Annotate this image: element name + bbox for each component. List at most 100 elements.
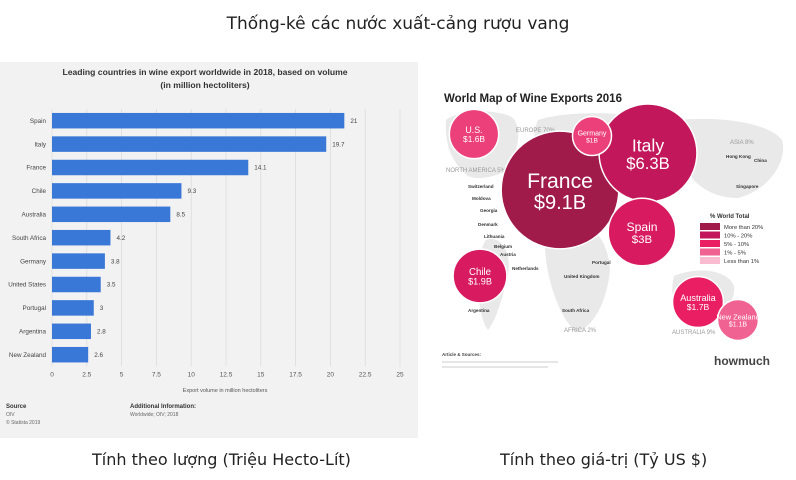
caption-right: Tính theo giá-trị (Tỷ US $) xyxy=(500,450,708,469)
bar-chart: Leading countries in wine export worldwi… xyxy=(6,67,404,426)
sources-label: Article & Sources: xyxy=(442,352,482,357)
category-label: Italy xyxy=(34,141,46,148)
country-label: Singapore xyxy=(736,184,759,189)
value-label: 4.2 xyxy=(116,235,125,242)
bar-chart-title: Leading countries in wine export worldwi… xyxy=(62,67,347,77)
legend-label: 1% - 5% xyxy=(724,251,746,257)
category-label: Spain xyxy=(30,118,47,125)
bar xyxy=(52,112,345,129)
legend-swatch xyxy=(700,257,720,264)
category-label: Chile xyxy=(32,188,47,195)
bubble-map: World Map of Wine Exports 2016 EUROPE 70… xyxy=(442,93,784,368)
country-label: Switzerland xyxy=(468,184,494,189)
bubble-u-s xyxy=(448,108,500,160)
region-label: EUROPE 70% xyxy=(516,128,556,134)
country-label: Lithuania xyxy=(484,234,505,239)
country-label: Moldova xyxy=(472,196,491,201)
x-tick-label: 7.5 xyxy=(152,371,161,378)
country-label: Austria xyxy=(500,252,516,257)
bubble-value-label: $6.3B xyxy=(626,154,669,173)
bar xyxy=(52,276,101,293)
x-axis-label: Export volume in million hectoliters xyxy=(183,388,268,394)
country-label: Netherlands xyxy=(512,266,539,271)
source-label: Source xyxy=(6,404,27,410)
category-label: Portugal xyxy=(23,305,46,312)
x-tick-label: 20 xyxy=(327,371,335,378)
x-tick-label: 25 xyxy=(396,371,404,378)
bubble-new-zealand xyxy=(716,298,760,342)
country-label: United Kingdom xyxy=(564,274,599,279)
value-label: 3 xyxy=(100,305,104,312)
x-tick-label: 2.5 xyxy=(82,371,91,378)
category-label: New Zealand xyxy=(9,352,47,359)
bubble-value-label: $3B xyxy=(632,234,653,246)
category-label: France xyxy=(26,165,46,172)
bubble-country-label: New Zealand xyxy=(716,312,759,321)
legend-label: Less than 1% xyxy=(724,259,759,265)
bubble-value-label: $1.6B xyxy=(463,134,485,144)
page-title: Thống-kê các nước xuất-cảng rượu vang xyxy=(226,14,570,34)
value-label: 2.6 xyxy=(94,352,103,359)
bar xyxy=(52,253,105,269)
legend-label: More than 20% xyxy=(724,225,763,231)
region-label: AFRICA 2% xyxy=(564,328,597,334)
legend-label: 5% - 10% xyxy=(724,242,749,248)
category-label: Australia xyxy=(22,212,47,219)
value-label: 3.8 xyxy=(111,258,120,265)
value-label: 2.8 xyxy=(97,329,106,336)
bubble-country-label: Australia xyxy=(680,293,716,303)
map-title: World Map of Wine Exports 2016 xyxy=(444,93,622,105)
x-tick-label: 22.5 xyxy=(359,371,372,378)
bar-chart-title-line-2: (in million hectoliters) xyxy=(160,80,249,90)
x-tick-label: 5 xyxy=(120,371,124,378)
x-tick-label: 15 xyxy=(257,371,265,378)
legend-title: % World Total xyxy=(710,214,750,220)
bubble-country-label: Chile xyxy=(469,267,491,278)
bar xyxy=(52,206,171,223)
bar xyxy=(52,323,91,340)
source-line: © Statista 2019 xyxy=(6,419,40,426)
bubble-value-label: $1.9B xyxy=(468,277,492,287)
bubble-chile xyxy=(452,248,508,304)
bubble-map-panel: World Map of Wine Exports 2016 EUROPE 70… xyxy=(438,80,796,380)
bubble-australia xyxy=(671,275,725,329)
category-label: South Africa xyxy=(12,235,46,242)
bar xyxy=(52,183,182,199)
value-label: 19.7 xyxy=(332,141,345,148)
info-text: Worldwide; OIV; 2018 xyxy=(130,412,179,418)
bar xyxy=(52,346,89,363)
caption-left: Tính theo lượng (Triệu Hecto-Lít) xyxy=(92,450,351,469)
bar xyxy=(52,136,327,152)
value-label: 14.1 xyxy=(254,165,267,172)
value-label: 8.5 xyxy=(176,212,185,219)
country-label: Hong Kong xyxy=(726,154,751,159)
x-tick-label: 12.5 xyxy=(220,371,233,378)
value-label: 21 xyxy=(350,118,358,125)
bubble-country-label: Spain xyxy=(626,220,657,234)
category-label: Argentina xyxy=(19,329,46,336)
x-tick-label: 17.5 xyxy=(289,371,302,378)
info-label: Additional Information: xyxy=(130,404,196,410)
value-label: 9.3 xyxy=(187,188,196,195)
country-label: Georgia xyxy=(480,208,498,213)
bubble-country-label: France xyxy=(527,170,593,193)
bar xyxy=(52,229,111,246)
bubble-country-label: U.S. xyxy=(465,125,482,135)
bubble-value-label: $1.7B xyxy=(687,302,710,312)
category-label: United States xyxy=(8,282,46,289)
bubble-country-label: Italy xyxy=(632,135,664,155)
bubble-country-label: Germany xyxy=(578,130,607,137)
legend-label: 10% - 20% xyxy=(724,234,752,240)
bubble-value-label: $1B xyxy=(586,137,598,144)
value-label: 3.5 xyxy=(107,282,116,289)
country-label: China xyxy=(754,158,767,163)
region-label: NORTH AMERICA 5% xyxy=(446,168,507,174)
bar xyxy=(52,159,249,176)
howmuch-logo: howmuch xyxy=(714,354,770,368)
legend-swatch xyxy=(700,240,720,247)
legend-swatch xyxy=(700,248,720,256)
country-label: Portugal xyxy=(592,260,611,265)
legend-swatch xyxy=(700,231,720,239)
country-label: Belgium xyxy=(494,244,512,249)
x-tick-label: 10 xyxy=(188,371,196,378)
